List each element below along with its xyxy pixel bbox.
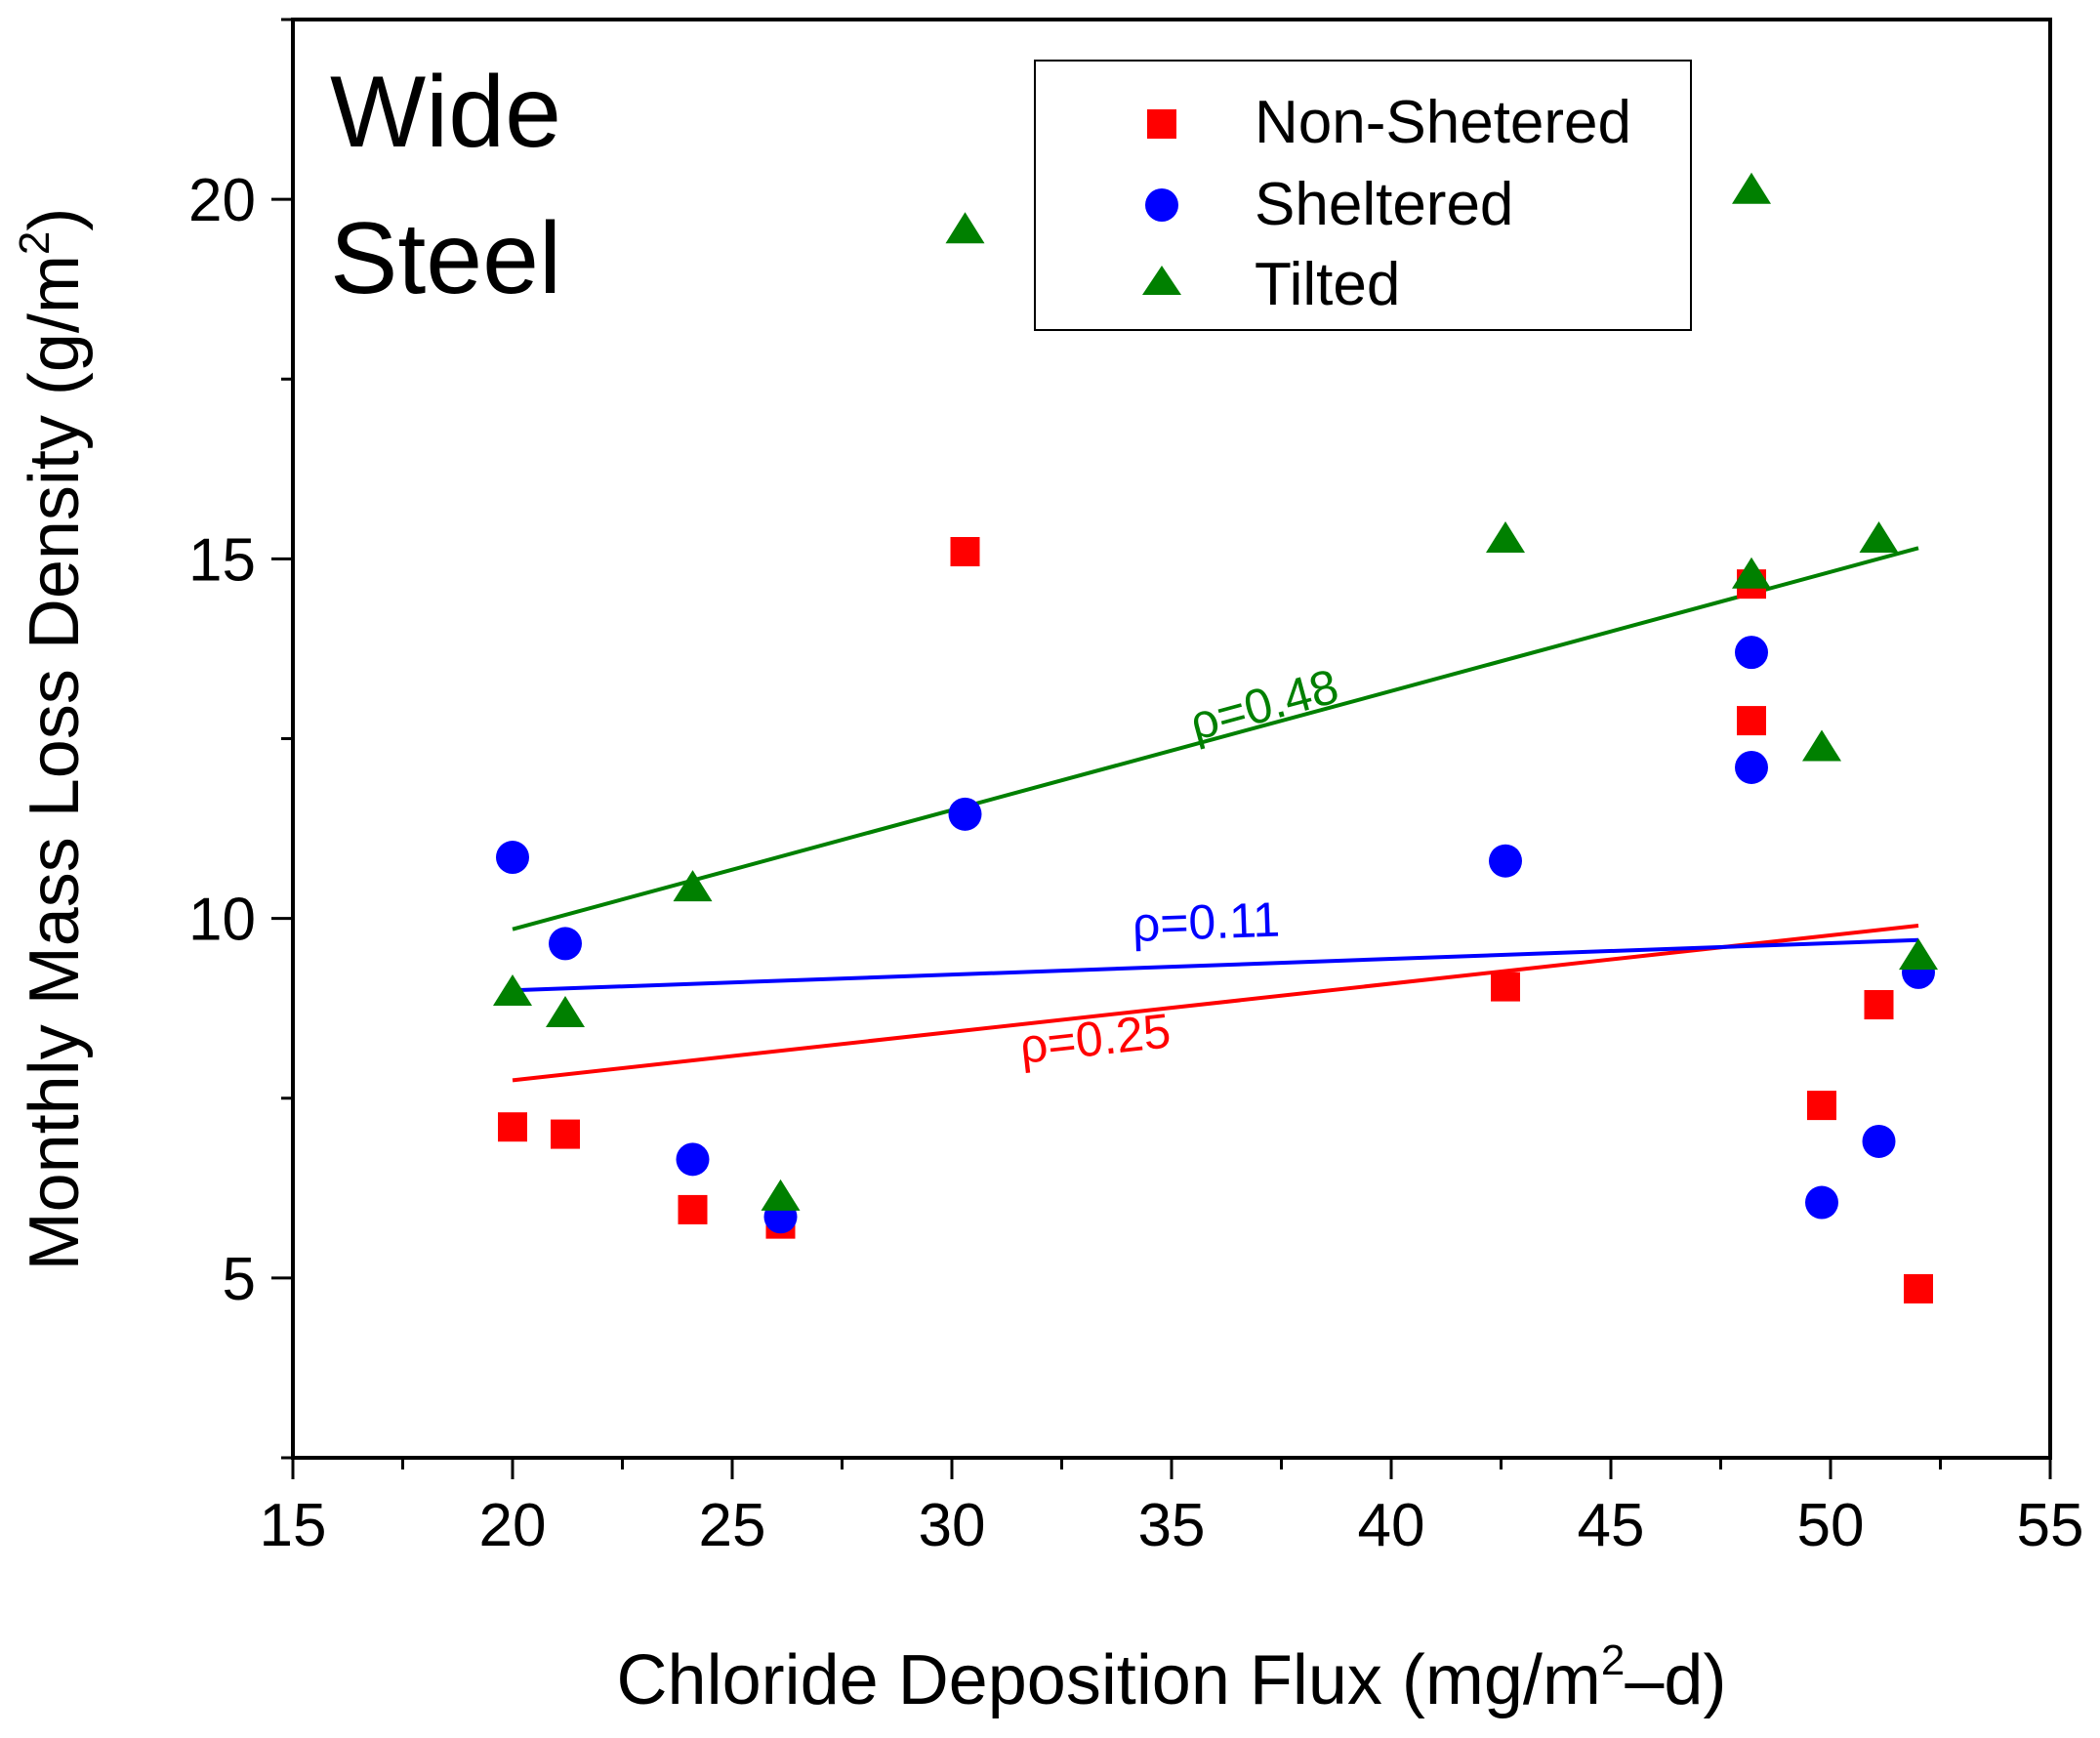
data-point — [1904, 1273, 1933, 1304]
fit-lines — [512, 546, 1919, 1083]
panel-label-line-1: Wide — [330, 56, 561, 169]
series-triangle — [493, 172, 1938, 1211]
y-tick-label: 5 — [223, 1246, 256, 1313]
y-tick-label: 20 — [188, 167, 256, 234]
data-point — [1899, 938, 1938, 971]
legend-label-tilted: Tilted — [1255, 251, 1400, 318]
data-point — [496, 841, 529, 875]
panel-label: Wide Steel — [330, 56, 561, 315]
legend-marker-non-sheltered — [1147, 109, 1176, 139]
x-tick-label: 50 — [1797, 1492, 1865, 1559]
x-axis-label: Chloride Deposition Flux (mg/m2–d) — [617, 1636, 1727, 1719]
y-tick-label: 10 — [188, 887, 256, 954]
data-point — [551, 1119, 580, 1149]
y-axis-label: Monthly Mass Loss Density (g/m2) — [11, 208, 94, 1271]
data-point — [1491, 972, 1520, 1002]
x-tick-label: 15 — [260, 1492, 327, 1559]
x-tick-label: 55 — [2017, 1492, 2084, 1559]
x-tick-label: 40 — [1358, 1492, 1425, 1559]
fit-line — [512, 924, 1919, 1083]
data-point — [1859, 520, 1899, 553]
data-point — [1735, 636, 1768, 670]
data-point — [1802, 729, 1841, 762]
data-point — [945, 212, 985, 244]
x-tick-label: 25 — [699, 1492, 766, 1559]
data-point — [676, 1142, 710, 1177]
legend-label-sheltered: Sheltered — [1255, 171, 1513, 238]
legend-box — [1034, 60, 1692, 331]
data-point — [1732, 172, 1771, 204]
fit-line — [512, 546, 1919, 931]
panel-label-line-2: Steel — [330, 202, 561, 315]
data-point — [549, 927, 582, 961]
fit-label: ρ=0.48 — [1183, 658, 1343, 751]
data-point — [493, 973, 532, 1006]
legend-marker-sheltered — [1145, 188, 1178, 222]
x-tick-label: 35 — [1138, 1492, 1206, 1559]
x-tick-label: 20 — [479, 1492, 547, 1559]
data-point — [1732, 557, 1771, 589]
legend-label-non-sheltered: Non-Shetered — [1255, 89, 1631, 156]
data-point — [546, 996, 585, 1028]
data-point — [1735, 750, 1768, 784]
data-point — [1864, 990, 1894, 1020]
legend: Non-Shetered Sheltered Tilted — [1034, 60, 1692, 331]
series-circle — [496, 636, 1935, 1234]
fit-label: ρ=0.25 — [1017, 1003, 1174, 1074]
x-tick-label: 30 — [919, 1492, 986, 1559]
data-point — [678, 1194, 708, 1224]
fit-labels: ρ=0.25 ρ=0.11 ρ=0.48 — [1017, 658, 1344, 1074]
data-point — [1737, 706, 1766, 736]
data-point — [1486, 520, 1525, 553]
data-point — [950, 537, 980, 567]
data-points — [493, 172, 1938, 1304]
legend-marker-tilted — [1142, 266, 1181, 295]
data-point — [1862, 1124, 1896, 1158]
data-point — [498, 1112, 527, 1142]
data-point — [1489, 844, 1522, 878]
y-tick-label: 15 — [188, 526, 256, 594]
data-point — [1805, 1185, 1838, 1220]
data-point — [673, 870, 713, 902]
fit-label: ρ=0.11 — [1132, 892, 1281, 952]
fit-line — [512, 937, 1919, 993]
plot-frame — [291, 18, 2052, 1460]
data-point — [948, 797, 982, 831]
data-point — [1807, 1091, 1836, 1121]
data-point — [761, 1179, 801, 1211]
x-tick-label: 45 — [1578, 1492, 1645, 1559]
